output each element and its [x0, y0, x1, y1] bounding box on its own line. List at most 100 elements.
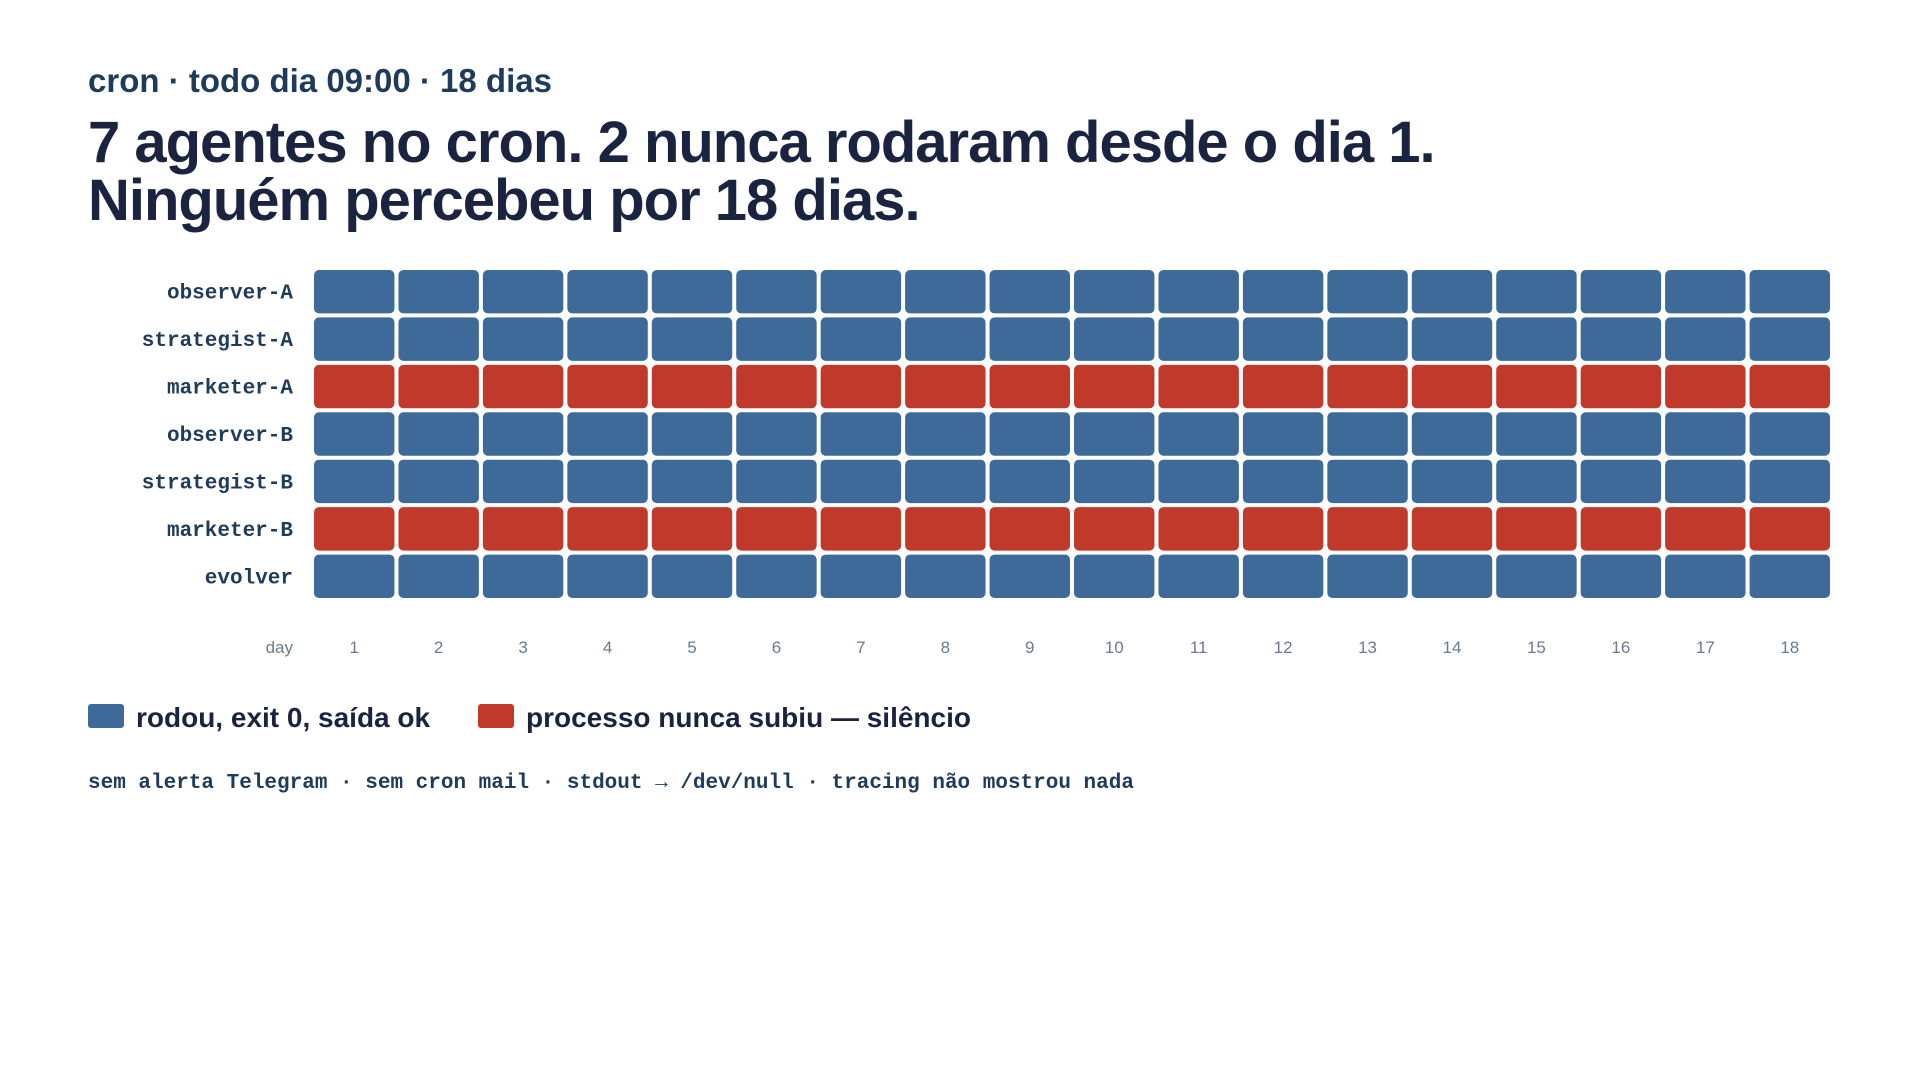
- cell: [1074, 270, 1155, 314]
- x-tick-label: 4: [603, 638, 612, 657]
- cell: [1158, 364, 1239, 409]
- cell: [314, 459, 395, 504]
- cell: [1665, 317, 1746, 361]
- cell: [1496, 317, 1577, 361]
- cell: [1580, 270, 1662, 314]
- cell: [1580, 412, 1662, 456]
- row-label: strategist-B: [142, 472, 294, 495]
- cell: [1242, 270, 1324, 314]
- x-tick-label: 2: [434, 638, 443, 657]
- cell: [1665, 364, 1746, 409]
- x-tick-label: 5: [687, 638, 696, 657]
- chart-title: Ninguém percebeu por 18 dias.: [88, 168, 920, 233]
- cell: [905, 459, 986, 504]
- cell: [820, 317, 902, 361]
- x-tick-label: 9: [1025, 638, 1034, 657]
- cell: [1496, 412, 1577, 456]
- cell: [651, 507, 733, 551]
- cell: [1158, 317, 1239, 361]
- x-tick-label: 6: [772, 638, 781, 657]
- cell: [820, 554, 902, 598]
- cell: [905, 364, 986, 409]
- cell: [989, 364, 1070, 409]
- cell: [905, 507, 986, 551]
- cell: [1749, 317, 1830, 361]
- cell: [567, 317, 648, 361]
- cell: [1242, 459, 1324, 504]
- cell: [1496, 507, 1577, 551]
- cell: [1496, 270, 1577, 314]
- cell: [1496, 364, 1577, 409]
- cell: [820, 459, 902, 504]
- cell: [482, 554, 564, 598]
- legend-label: processo nunca subiu — silêncio: [526, 702, 971, 733]
- cell: [989, 412, 1070, 456]
- cell: [1580, 507, 1662, 551]
- cell: [1158, 507, 1239, 551]
- row-label: strategist-A: [142, 330, 294, 353]
- cell: [1327, 459, 1408, 504]
- cell: [482, 270, 564, 314]
- cell: [820, 412, 902, 456]
- legend-label: rodou, exit 0, saída ok: [136, 702, 431, 733]
- cell: [567, 412, 648, 456]
- x-tick-label: 1: [349, 638, 358, 657]
- cell: [736, 459, 817, 504]
- cell: [1158, 554, 1239, 598]
- cell: [651, 364, 733, 409]
- cell: [1327, 507, 1408, 551]
- cell: [820, 364, 902, 409]
- cell: [736, 270, 817, 314]
- cell: [1411, 364, 1493, 409]
- cell: [1074, 317, 1155, 361]
- cell: [651, 554, 733, 598]
- cell: [989, 270, 1070, 314]
- cell: [905, 270, 986, 314]
- x-tick-label: 8: [941, 638, 950, 657]
- cell: [651, 317, 733, 361]
- cell: [736, 507, 817, 551]
- cell: [398, 270, 479, 314]
- cell: [567, 364, 648, 409]
- row-label: observer-B: [167, 425, 293, 448]
- x-tick-label: 15: [1527, 638, 1546, 657]
- cell: [398, 412, 479, 456]
- cell: [820, 270, 902, 314]
- cell: [1327, 364, 1408, 409]
- cell: [989, 459, 1070, 504]
- cell: [398, 554, 479, 598]
- row-label: marketer-B: [167, 520, 293, 543]
- x-tick-label: 16: [1611, 638, 1630, 657]
- cell: [314, 270, 395, 314]
- cell: [1749, 364, 1830, 409]
- cell: [314, 507, 395, 551]
- cell: [1411, 270, 1493, 314]
- cell: [1242, 507, 1324, 551]
- cell: [989, 554, 1070, 598]
- cell: [1580, 459, 1662, 504]
- cell: [1496, 459, 1577, 504]
- x-tick-label: 13: [1358, 638, 1377, 657]
- cell: [1074, 459, 1155, 504]
- cell: [482, 364, 564, 409]
- cell: [398, 364, 479, 409]
- cell: [1327, 412, 1408, 456]
- cell: [1749, 270, 1830, 314]
- row-label: observer-A: [167, 283, 293, 306]
- cell: [1327, 317, 1408, 361]
- subtitle: cron · todo dia 09:00 · 18 dias: [88, 62, 552, 99]
- cell: [314, 412, 395, 456]
- cell: [398, 507, 479, 551]
- cell: [1158, 412, 1239, 456]
- cell: [651, 412, 733, 456]
- cell: [1158, 459, 1239, 504]
- cell: [1327, 270, 1408, 314]
- cell: [1074, 364, 1155, 409]
- x-tick-label: 17: [1696, 638, 1715, 657]
- cell: [651, 459, 733, 504]
- cell: [905, 554, 986, 598]
- chart-title: 7 agentes no cron. 2 nunca rodaram desde…: [88, 110, 1435, 175]
- cell: [736, 412, 817, 456]
- cell: [1665, 270, 1746, 314]
